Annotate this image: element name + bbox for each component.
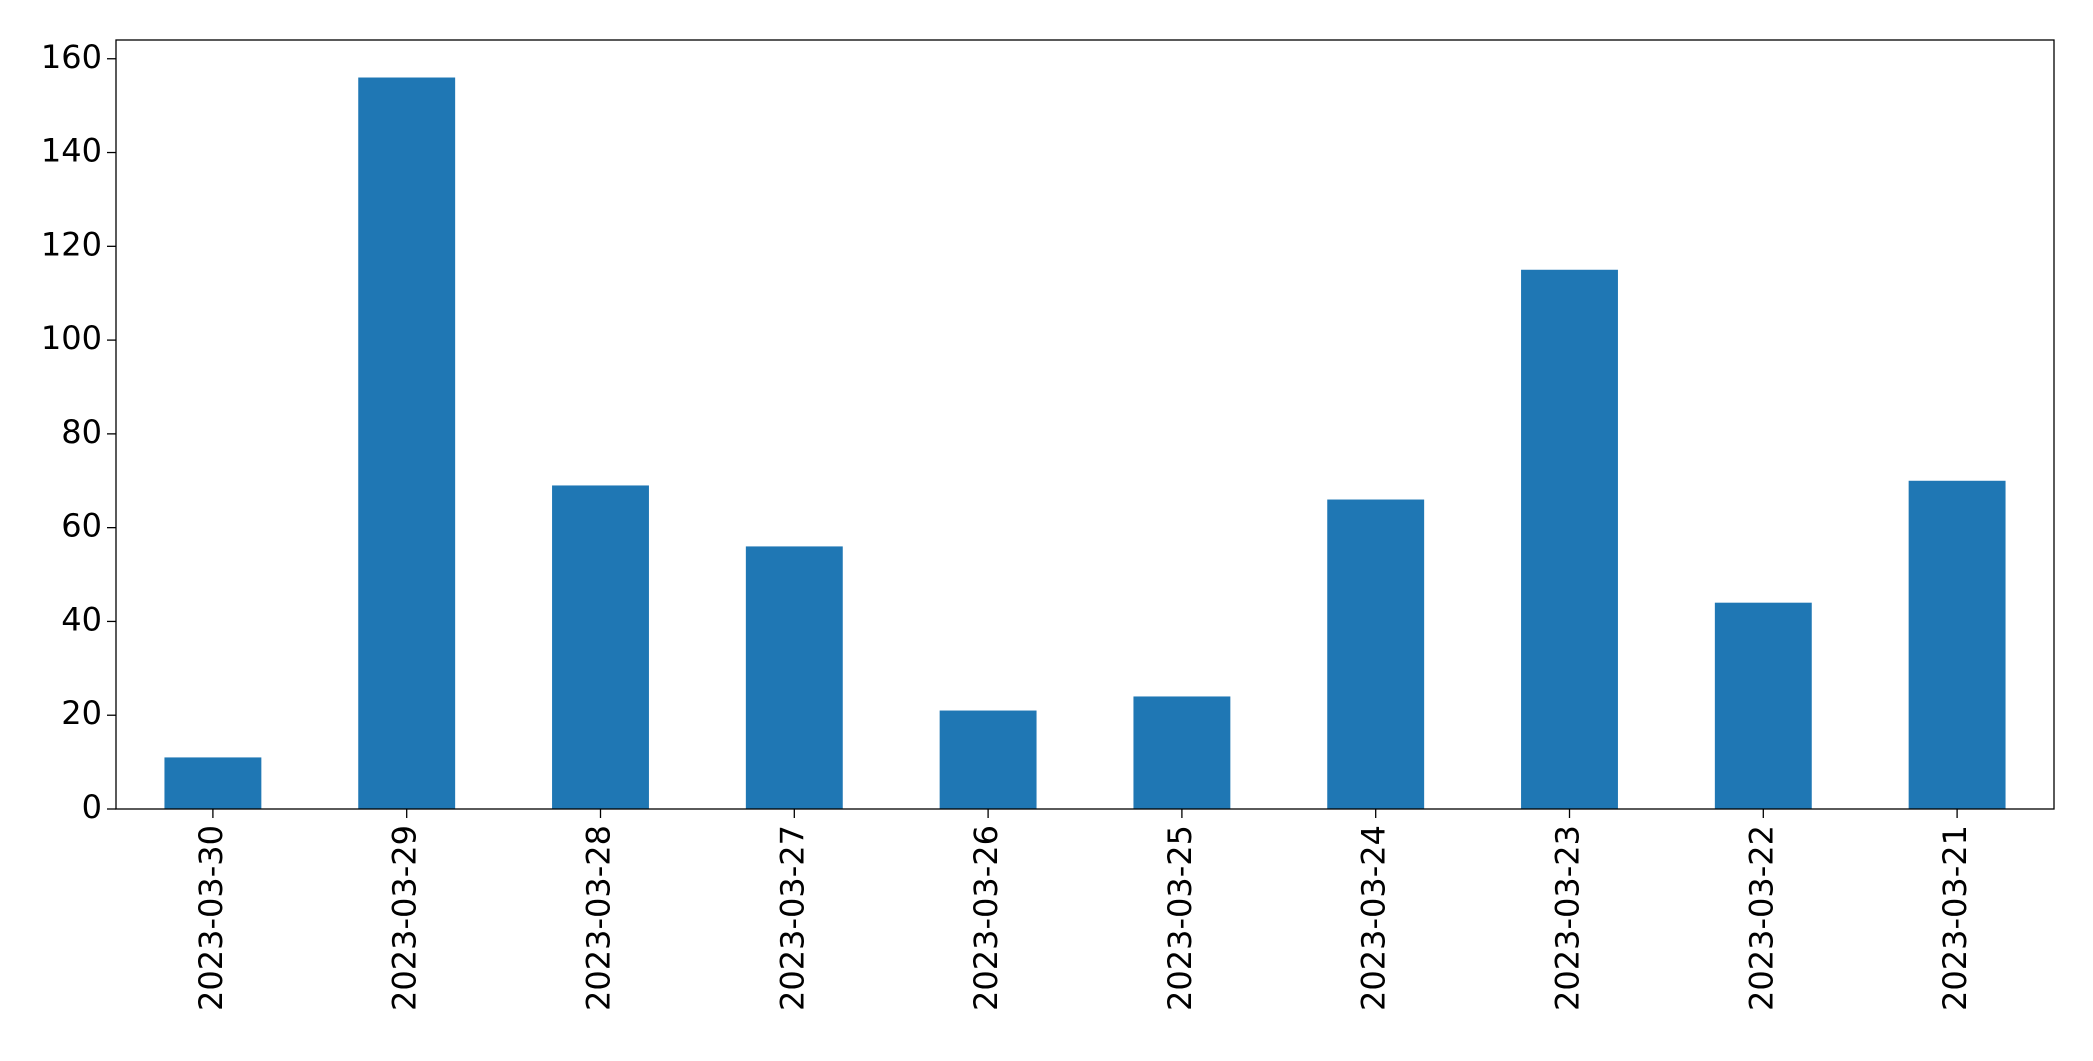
bar: [745, 546, 843, 809]
bar: [164, 757, 262, 809]
y-tick-label: 0: [82, 788, 102, 826]
y-tick-label: 40: [61, 600, 102, 638]
y-tick-label: 60: [61, 507, 102, 545]
y-tick-label: 80: [61, 413, 102, 451]
bar: [1133, 696, 1231, 809]
bar: [939, 710, 1037, 809]
bar: [1908, 480, 2006, 809]
x-tick-label: 2023-03-30: [192, 825, 230, 1011]
x-tick-label: 2023-03-25: [1161, 825, 1199, 1011]
x-tick-label: 2023-03-24: [1355, 825, 1393, 1011]
x-tick-label: 2023-03-27: [773, 825, 811, 1011]
y-tick-label: 20: [61, 694, 102, 732]
y-tick-label: 100: [41, 319, 102, 357]
x-tick-label: 2023-03-26: [967, 825, 1005, 1011]
x-tick-label: 2023-03-23: [1549, 825, 1587, 1011]
x-tick-label: 2023-03-28: [580, 825, 618, 1011]
bar: [552, 485, 649, 809]
y-tick-label: 120: [41, 225, 102, 263]
x-tick-label: 2023-03-21: [1936, 825, 1974, 1011]
x-tick-label: 2023-03-29: [386, 825, 424, 1011]
y-tick-label: 140: [41, 132, 102, 170]
bar: [1521, 269, 1618, 809]
x-tick-label: 2023-03-22: [1742, 825, 1780, 1011]
bar: [358, 77, 456, 809]
y-tick-label: 160: [41, 38, 102, 76]
bar: [1327, 499, 1425, 809]
plot-frame: [115, 39, 2055, 810]
bar: [1714, 602, 1812, 809]
